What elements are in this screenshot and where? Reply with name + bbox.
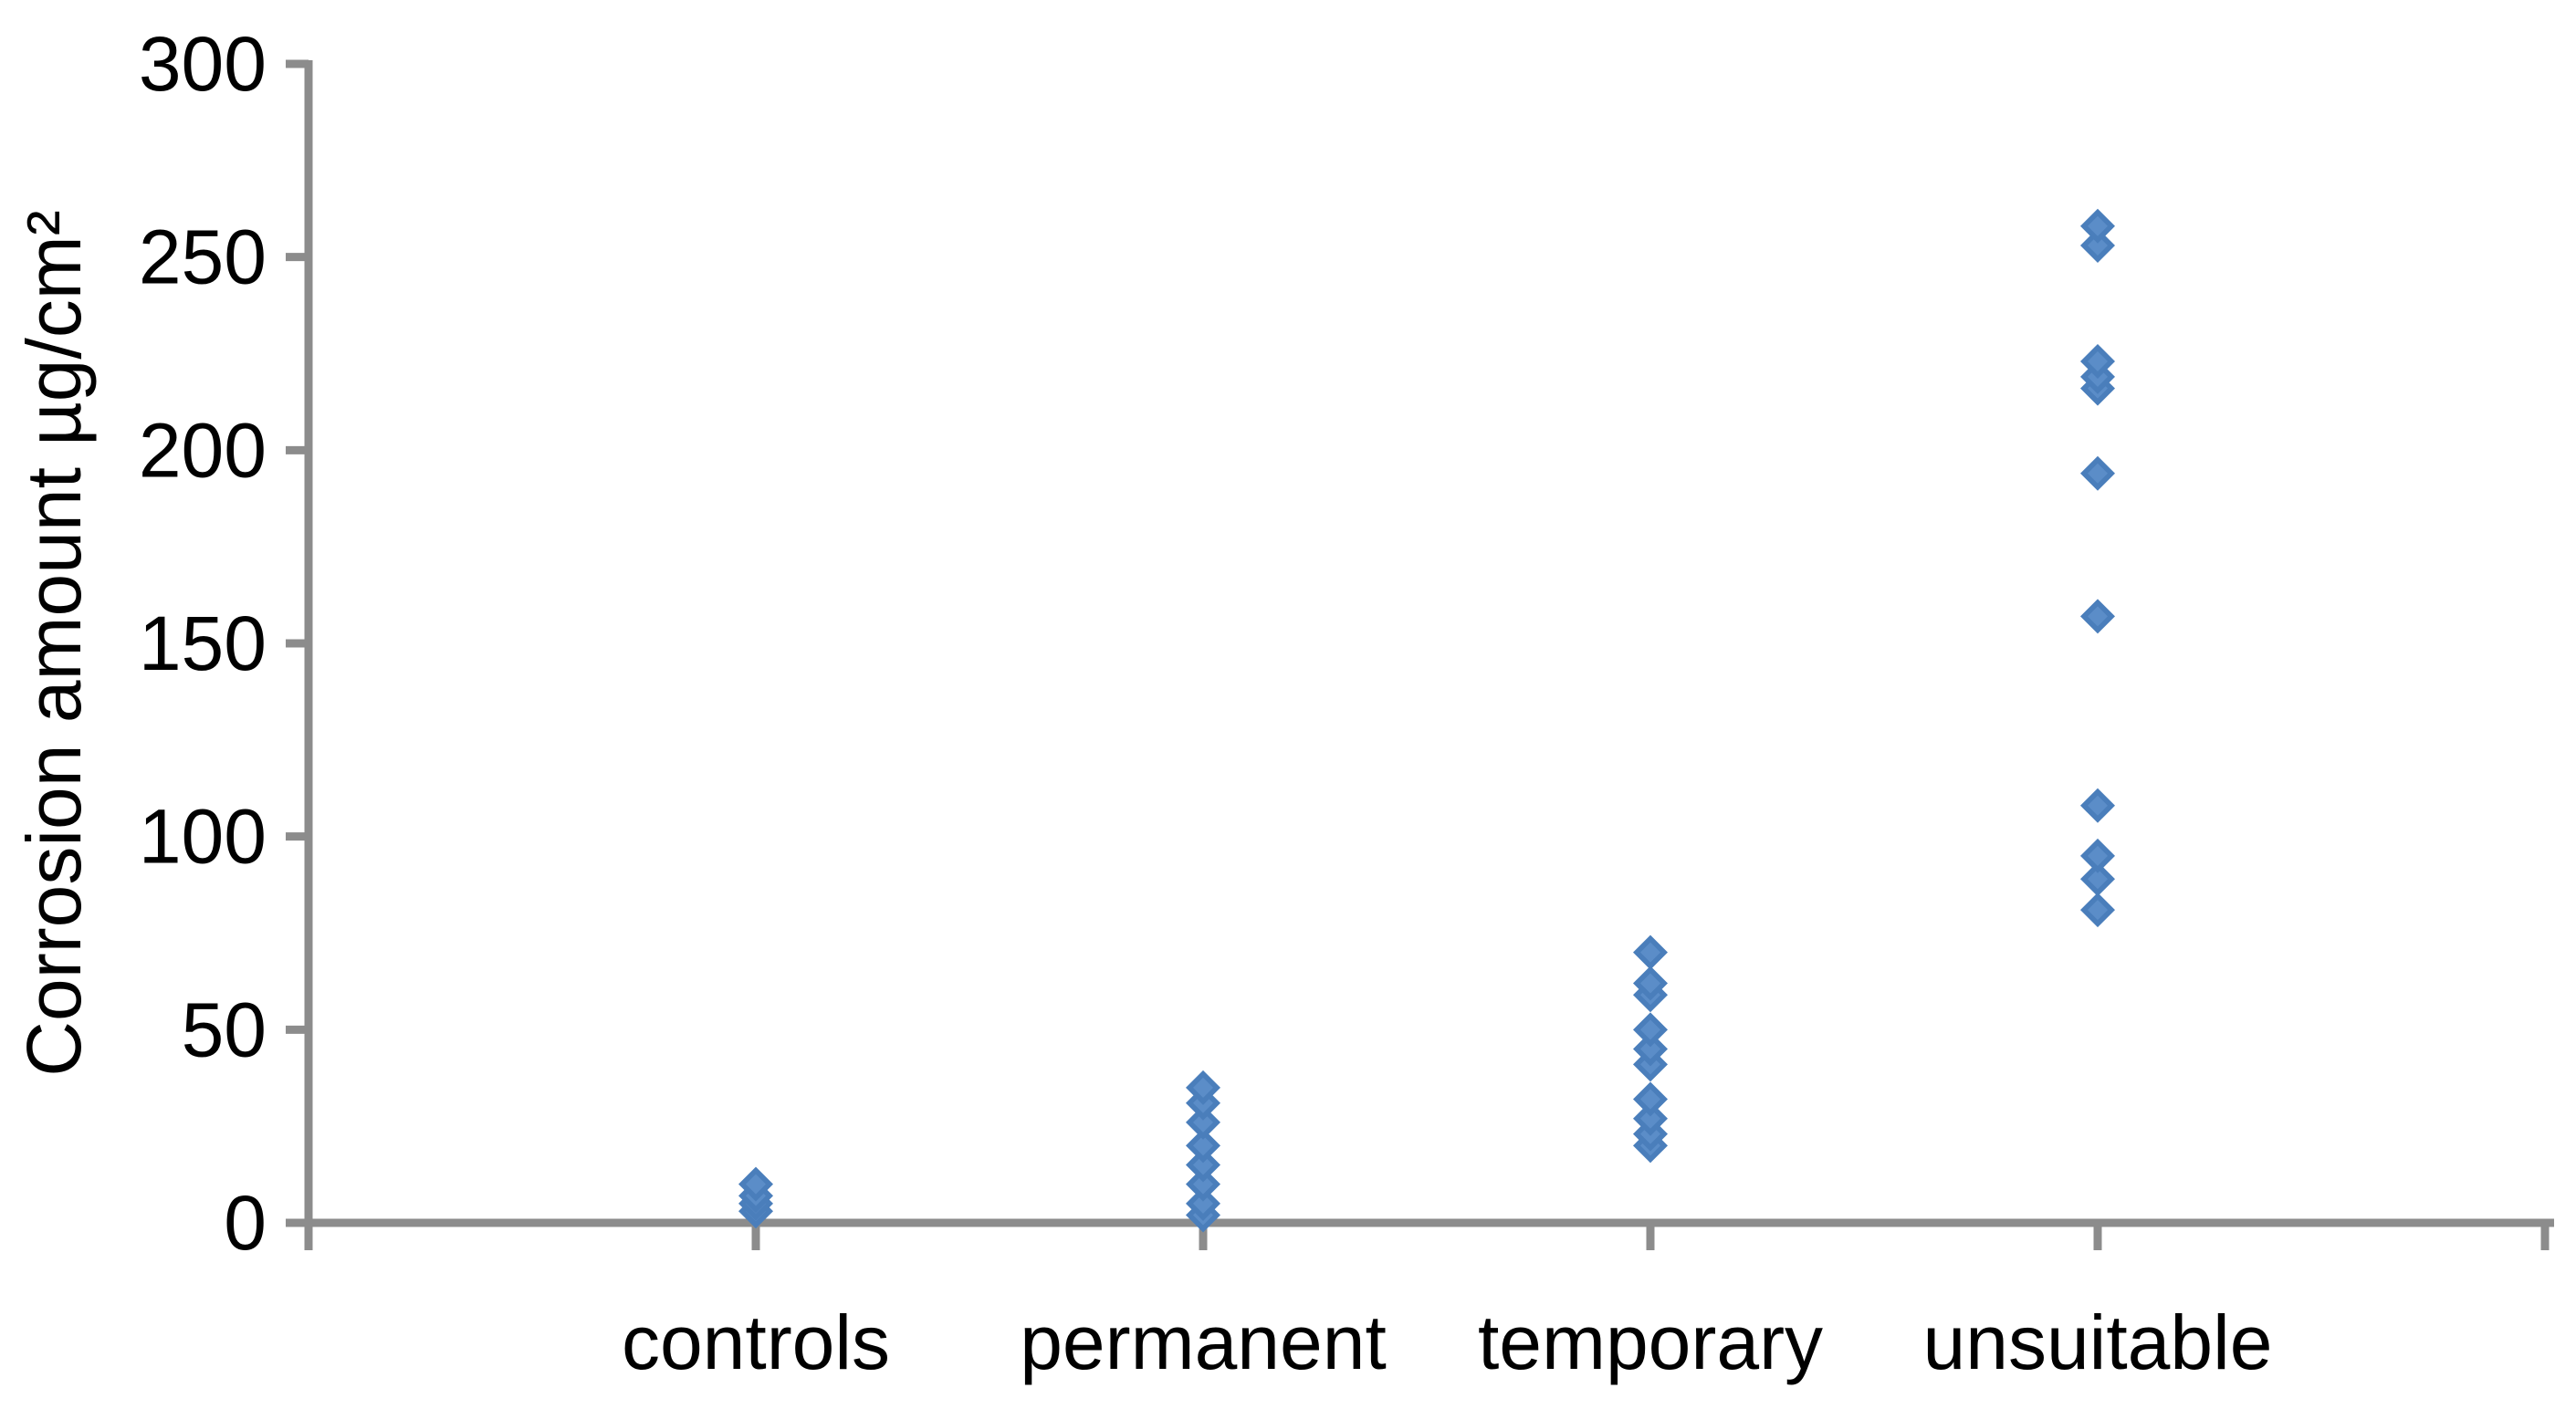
y-axis-title: Corrosion amount µg/cm² xyxy=(11,210,97,1076)
data-point-highlight xyxy=(2088,350,2108,371)
data-point-highlight xyxy=(2088,606,2108,627)
data-point-highlight xyxy=(1640,1108,1660,1129)
data-point-highlight xyxy=(1193,1135,1213,1156)
data-point-highlight xyxy=(1640,942,1660,963)
data-point-highlight xyxy=(2088,869,2108,890)
y-tick-label: 200 xyxy=(139,407,267,493)
data-point-highlight xyxy=(1193,1154,1213,1175)
data-point-highlight xyxy=(2088,215,2108,236)
labels-layer: 0 50 100 150 200 250 300 controls permanent tempo… xyxy=(139,21,2273,1385)
data-point-highlight xyxy=(1640,1089,1660,1110)
data-point-highlight xyxy=(1193,1193,1213,1214)
data-point-highlight xyxy=(1193,1077,1213,1098)
y-tick-label: 250 xyxy=(139,214,267,300)
data-point-highlight xyxy=(1640,1038,1660,1059)
category-label-temporary: temporary xyxy=(1478,1299,1823,1385)
data-point-highlight xyxy=(2088,795,2108,816)
data-point-highlight xyxy=(2088,463,2108,484)
category-label-controls: controls xyxy=(622,1299,890,1385)
y-tick-label: 300 xyxy=(139,21,267,107)
category-label-permanent: permanent xyxy=(1020,1299,1387,1385)
data-point-highlight xyxy=(1640,1019,1660,1040)
data-point-highlight xyxy=(1640,973,1660,994)
data-point-highlight xyxy=(1193,1174,1213,1195)
y-tick-label: 150 xyxy=(139,600,267,686)
y-tick-label: 0 xyxy=(224,1180,267,1266)
data-point-highlight xyxy=(2088,235,2108,256)
data-point-highlight xyxy=(2088,845,2108,866)
points-layer xyxy=(738,208,2115,1233)
y-tick-label: 50 xyxy=(182,986,267,1072)
y-tick-label: 100 xyxy=(139,794,267,880)
category-label-unsuitable: unsuitable xyxy=(1923,1299,2273,1385)
data-point-highlight xyxy=(2088,900,2108,921)
axes-layer xyxy=(286,59,2554,1250)
data-point-highlight xyxy=(1193,1112,1213,1132)
data-point-highlight xyxy=(746,1174,766,1195)
